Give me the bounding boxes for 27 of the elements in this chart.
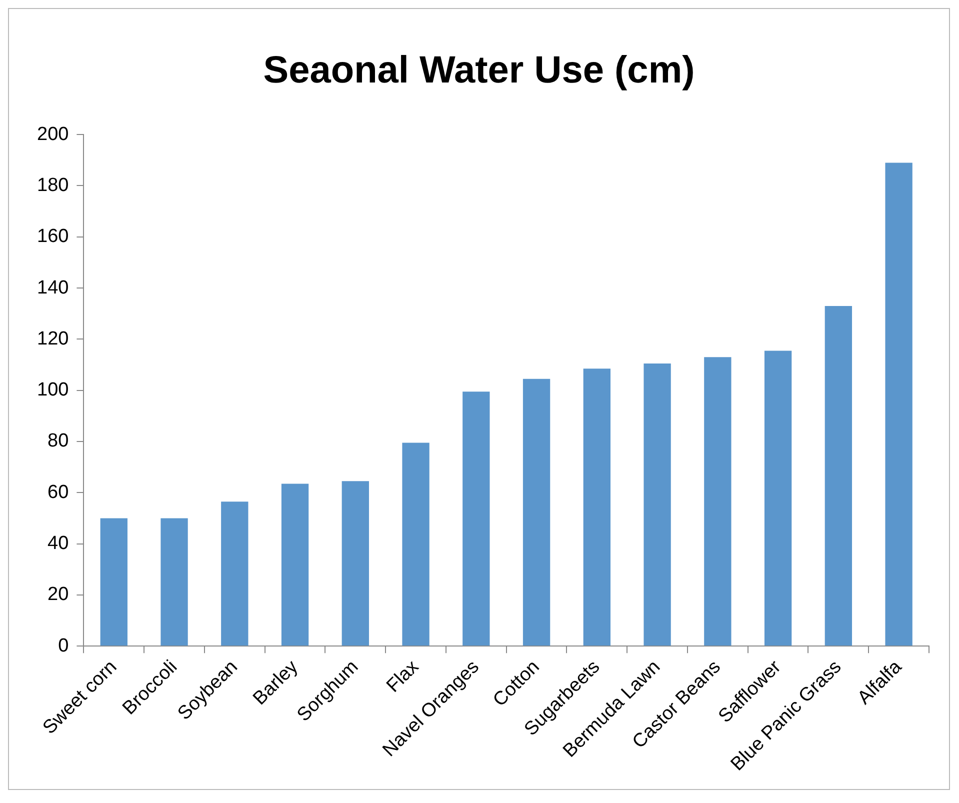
x-tick-label: Flax: [382, 656, 424, 697]
y-tick-label: 0: [58, 635, 69, 656]
bar: [462, 392, 490, 646]
bar: [342, 481, 369, 646]
bar: [402, 442, 430, 646]
chart-title: Seaonal Water Use (cm): [263, 49, 695, 92]
bar: [644, 363, 671, 646]
bar: [160, 518, 188, 646]
bar: [522, 378, 550, 646]
bar: [583, 368, 611, 646]
y-tick-label: 180: [37, 174, 69, 196]
y-tick-label: 40: [48, 533, 69, 554]
bar: [704, 357, 732, 646]
y-tick-label: 60: [48, 482, 69, 503]
bar: [824, 306, 852, 646]
y-tick-label: 80: [48, 430, 69, 452]
y-tick-label: 140: [37, 277, 69, 298]
y-tick-label: 120: [37, 328, 69, 350]
bar: [221, 502, 248, 646]
bar: [764, 350, 792, 646]
y-tick-label: 100: [37, 380, 69, 401]
bar: [100, 518, 128, 646]
bar: [885, 162, 912, 646]
y-tick-label: 200: [37, 124, 69, 145]
y-tick-label: 160: [37, 226, 69, 248]
bar: [281, 484, 309, 646]
y-tick-label: 20: [48, 584, 69, 606]
